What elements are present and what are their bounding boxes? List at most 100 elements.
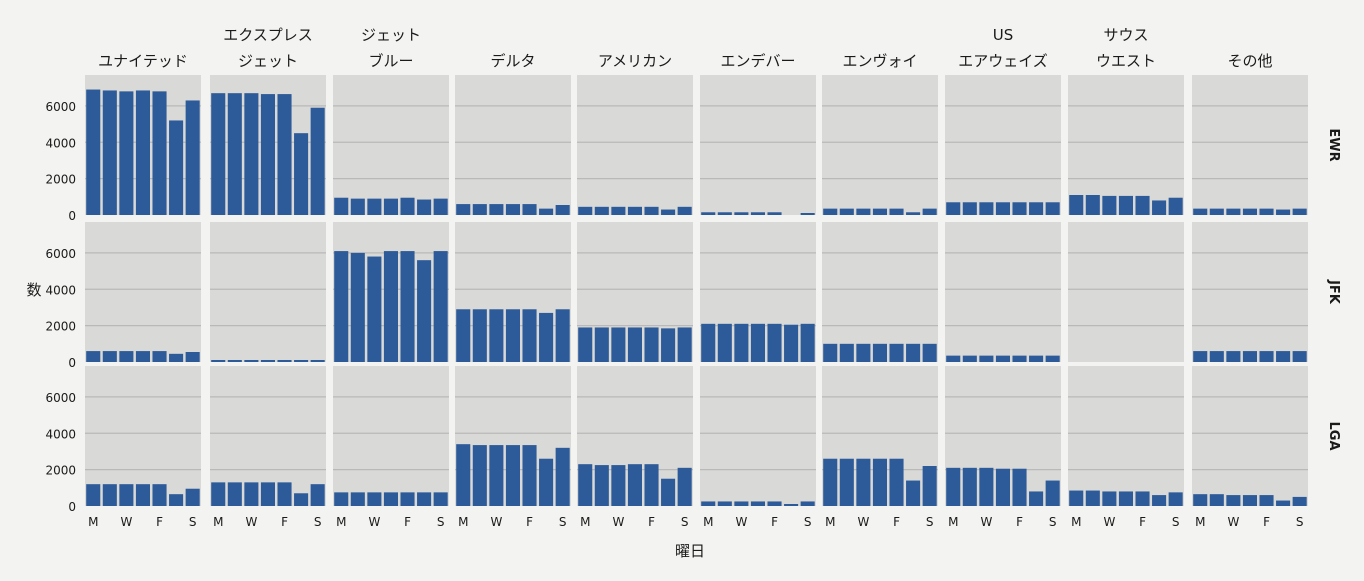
bar bbox=[1292, 208, 1307, 215]
bar bbox=[417, 199, 432, 215]
bar bbox=[644, 464, 659, 506]
x-tick-label: F bbox=[156, 515, 163, 529]
y-tick-label: 4000 bbox=[45, 427, 76, 441]
bar bbox=[433, 251, 448, 362]
y-tick-label: 0 bbox=[68, 356, 76, 370]
bar bbox=[1276, 500, 1291, 506]
bar bbox=[350, 492, 365, 506]
bar bbox=[661, 328, 676, 362]
facet-panel bbox=[85, 366, 201, 506]
facet-panel bbox=[1192, 75, 1308, 215]
bar bbox=[367, 492, 382, 506]
bar bbox=[119, 91, 134, 215]
bar bbox=[717, 501, 732, 506]
bar bbox=[1045, 480, 1060, 506]
facet-panel bbox=[333, 366, 449, 506]
bar bbox=[522, 445, 537, 506]
facet-panel bbox=[210, 222, 326, 362]
bar bbox=[839, 343, 854, 362]
bar bbox=[489, 445, 504, 506]
y-axis-label: 数 bbox=[26, 281, 41, 299]
bar bbox=[135, 90, 150, 215]
bar bbox=[135, 351, 150, 362]
bar bbox=[169, 120, 184, 215]
bar bbox=[767, 501, 782, 506]
bar bbox=[1193, 208, 1208, 215]
bar bbox=[734, 212, 749, 215]
facet-panel bbox=[333, 75, 449, 215]
x-tick-label: W bbox=[245, 515, 257, 529]
bar bbox=[294, 133, 309, 215]
bar bbox=[677, 206, 692, 215]
bar bbox=[1209, 351, 1224, 362]
bar bbox=[539, 312, 554, 362]
x-tick-label: F bbox=[1263, 515, 1270, 529]
bar bbox=[1259, 495, 1274, 506]
bar bbox=[734, 323, 749, 362]
facet-title: US bbox=[993, 26, 1014, 44]
bar bbox=[594, 465, 609, 506]
bar bbox=[661, 209, 676, 215]
bar bbox=[310, 484, 325, 506]
bar bbox=[995, 355, 1010, 362]
bar bbox=[1259, 208, 1274, 215]
x-tick-label: S bbox=[314, 515, 322, 529]
bar bbox=[995, 468, 1010, 506]
bar bbox=[400, 251, 415, 362]
facet-panel bbox=[700, 75, 816, 215]
bar bbox=[962, 467, 977, 506]
x-tick-label: F bbox=[526, 515, 533, 529]
facet-title: ウエスト bbox=[1096, 52, 1156, 70]
x-tick-label: M bbox=[703, 515, 713, 529]
bar bbox=[135, 484, 150, 506]
bar bbox=[277, 360, 292, 362]
bar bbox=[350, 252, 365, 362]
bar bbox=[505, 204, 520, 215]
bar bbox=[1069, 195, 1084, 215]
x-tick-label: S bbox=[804, 515, 812, 529]
bar bbox=[922, 208, 937, 215]
bar bbox=[472, 204, 487, 215]
facet-panel bbox=[577, 75, 693, 215]
row-label-lga: LGA bbox=[1326, 421, 1341, 450]
bar bbox=[717, 212, 732, 215]
bar bbox=[1152, 200, 1167, 215]
bar bbox=[1209, 208, 1224, 215]
bar bbox=[227, 482, 242, 506]
facet-panel bbox=[455, 75, 571, 215]
bar bbox=[489, 204, 504, 215]
bar bbox=[1029, 355, 1044, 362]
bar bbox=[86, 89, 101, 215]
bar bbox=[946, 355, 961, 362]
x-tick-label: S bbox=[1049, 515, 1057, 529]
bar bbox=[1102, 491, 1117, 506]
facet-panel bbox=[822, 222, 938, 362]
bar bbox=[489, 309, 504, 362]
bar bbox=[152, 351, 167, 362]
bar bbox=[169, 353, 184, 362]
bar bbox=[578, 206, 593, 215]
bar bbox=[1168, 197, 1183, 215]
bar bbox=[717, 323, 732, 362]
bar bbox=[277, 94, 292, 215]
bar bbox=[1226, 495, 1241, 506]
x-tick-label: W bbox=[857, 515, 869, 529]
x-tick-label: W bbox=[120, 515, 132, 529]
bar bbox=[400, 492, 415, 506]
bar bbox=[1012, 468, 1027, 506]
bar bbox=[611, 206, 626, 215]
bar bbox=[800, 213, 815, 215]
x-tick-label: S bbox=[926, 515, 934, 529]
bar bbox=[627, 464, 642, 506]
x-tick-label: S bbox=[559, 515, 567, 529]
bar bbox=[767, 323, 782, 362]
x-tick-label: W bbox=[1227, 515, 1239, 529]
y-tick-label: 0 bbox=[68, 500, 76, 514]
x-tick-label: M bbox=[458, 515, 468, 529]
facet-title: サウス bbox=[1103, 26, 1148, 44]
bar bbox=[946, 467, 961, 506]
bar bbox=[1193, 494, 1208, 506]
bar bbox=[1209, 494, 1224, 506]
bar bbox=[185, 100, 200, 215]
bar bbox=[367, 256, 382, 362]
